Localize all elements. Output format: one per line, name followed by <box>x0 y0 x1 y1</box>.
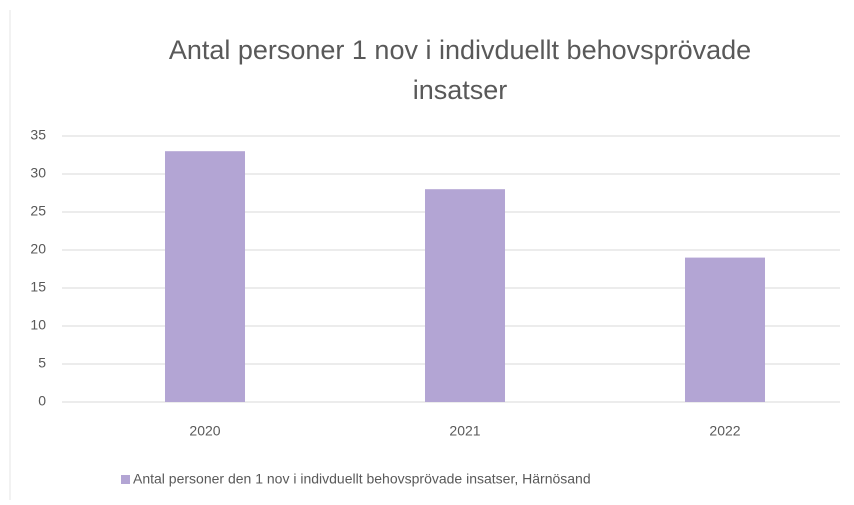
x-tick-label: 2022 <box>709 423 740 439</box>
y-tick-label: 5 <box>38 355 46 371</box>
y-tick-label: 0 <box>38 393 46 409</box>
x-tick-label: 2020 <box>189 423 220 439</box>
chart-title: Antal personer 1 nov i indivduellt behov… <box>168 35 752 105</box>
y-tick-label: 15 <box>30 279 46 295</box>
x-tick-label: 2021 <box>449 423 480 439</box>
y-tick-label: 30 <box>30 165 46 181</box>
y-tick-label: 35 <box>30 127 46 143</box>
legend-label: Antal personer den 1 nov i indivduellt b… <box>133 471 591 487</box>
y-tick-label: 10 <box>30 317 46 333</box>
y-tick-label: 25 <box>30 203 46 219</box>
y-tick-label: 20 <box>30 241 46 257</box>
bar <box>685 257 765 402</box>
legend-marker <box>121 475 130 484</box>
bar <box>165 151 245 402</box>
bar <box>425 189 505 402</box>
